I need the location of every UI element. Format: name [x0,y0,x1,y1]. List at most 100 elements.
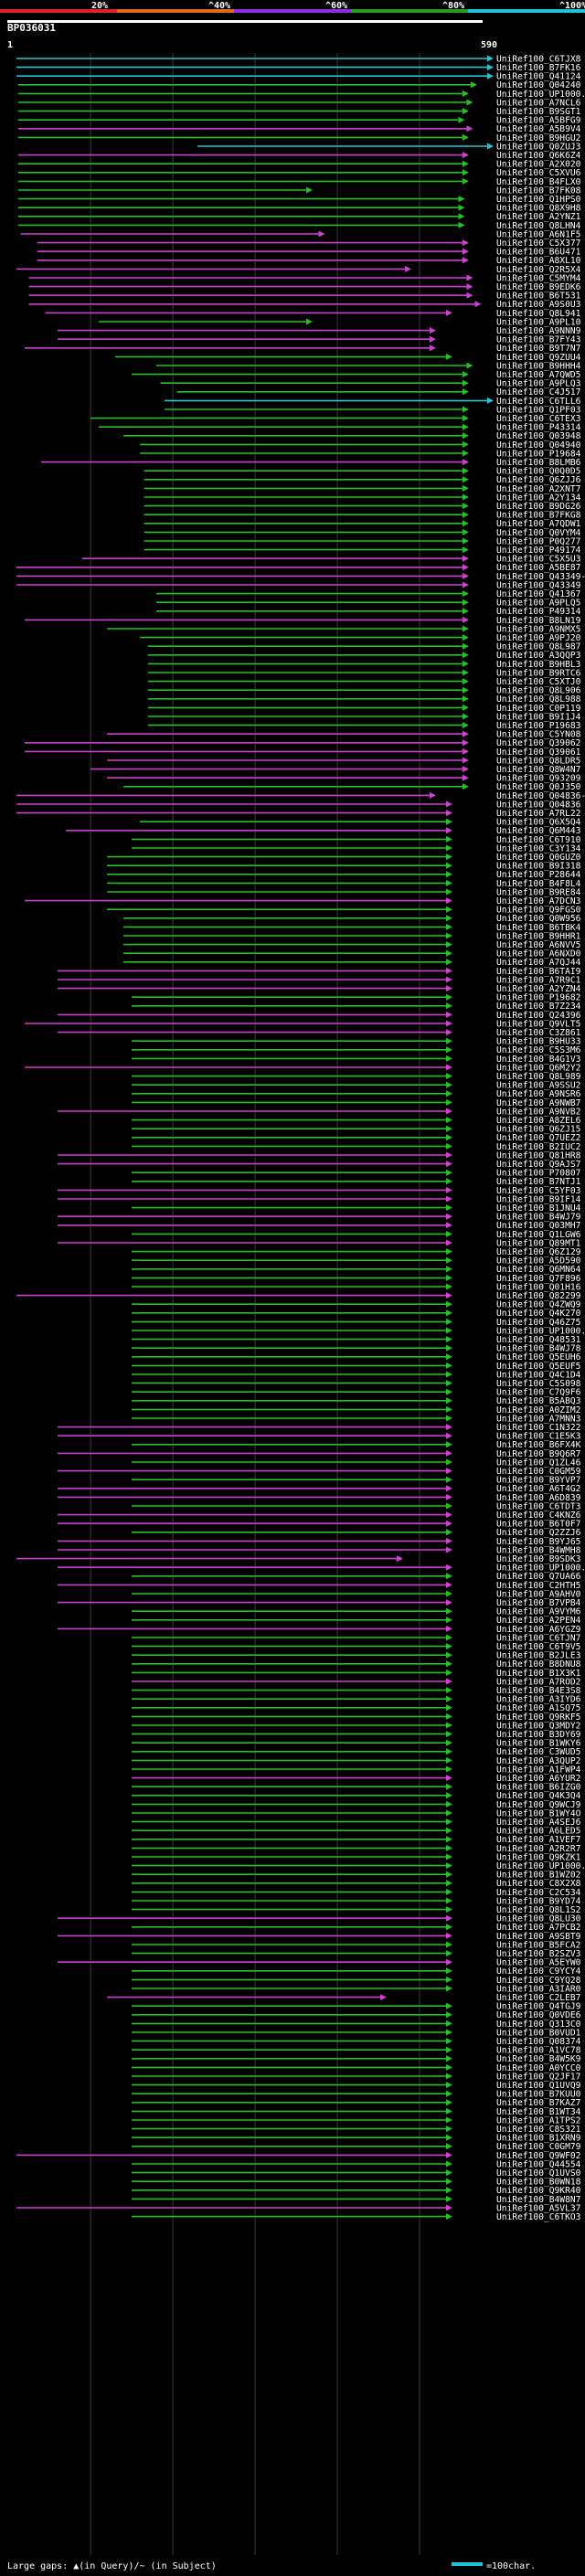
hit-label[interactable]: UniRef100_Q6ZJ15 [496,1125,580,1135]
hit-label[interactable]: UniRef100_Q6MN64 [496,1265,581,1275]
hit-label[interactable]: UniRef100_Q04240 [496,80,581,90]
hit-label[interactable]: UniRef100_Q1UVQ9 [496,2081,581,2091]
hit-label[interactable]: UniRef100_B5ABQ3 [496,1396,581,1406]
hit-label[interactable]: UniRef100_A2Y134 [496,493,581,503]
hit-label[interactable]: UniRef100_Q313C0 [496,2019,581,2030]
hit-label[interactable]: UniRef100_B1WT34 [496,2107,581,2117]
hit-label[interactable]: UniRef100_A9SBT9 [496,1932,581,1942]
hit-label[interactable]: UniRef100_A7QDW1 [496,519,581,529]
hit-label[interactable]: UniRef100_B1WKY6 [496,1739,581,1749]
hit-label[interactable]: UniRef100_C0GM59 [496,1467,581,1477]
hit-label[interactable]: UniRef100_Q2JF17 [496,2072,581,2082]
hit-label[interactable]: UniRef100_B1XRN9 [496,2134,581,2144]
hit-label[interactable]: UniRef100_C5MYM4 [496,273,581,283]
hit-label[interactable]: UniRef100_P19683 [496,721,581,731]
hit-label[interactable]: UniRef100_Q9KR40 [496,2186,581,2196]
hit-label[interactable]: UniRef100_A1FWP4 [496,1765,581,1775]
hit-label[interactable]: UniRef100_A6LED5 [496,1827,580,1837]
hit-label[interactable]: UniRef100_C5XTJ0 [496,677,581,687]
hit-label[interactable]: UniRef100_Q6Z129 [496,1247,581,1257]
hit-label[interactable]: UniRef100_A1VC78 [496,2046,581,2056]
hit-label[interactable]: UniRef100_UP1000... [496,1326,585,1336]
hit-label[interactable]: UniRef100_Q7UA66 [496,1572,581,1582]
hit-label[interactable]: UniRef100_B6FX4K [496,1440,581,1450]
hit-label[interactable]: UniRef100_A2PEN4 [496,1616,581,1626]
hit-label[interactable]: UniRef100_C6TDT3 [496,1501,581,1511]
hit-label[interactable]: UniRef100_B9RE84 [496,887,581,897]
hit-label[interactable]: UniRef100_B7FK08 [496,186,581,196]
hit-label[interactable]: UniRef100_B7KAZ7 [496,2098,581,2108]
hit-label[interactable]: UniRef100_Q82299 [496,1291,581,1301]
hit-label[interactable]: UniRef100_B4WJ78 [496,1344,581,1354]
hit-label[interactable]: UniRef100_Q4C1D4 [496,1370,581,1380]
hit-label[interactable]: UniRef100_A6YUR2 [496,1774,580,1784]
hit-label[interactable]: UniRef100_A9NWB7 [496,1098,581,1108]
hit-label[interactable]: UniRef100_Q0ZUJ3 [496,142,581,152]
hit-label[interactable]: UniRef100_B9HU33 [496,1037,581,1047]
hit-label[interactable]: UniRef100_B7FKG8 [496,511,581,521]
hit-label[interactable]: UniRef100_A8ZEL6 [496,1116,581,1126]
hit-label[interactable]: UniRef100_Q44554 [496,2159,581,2169]
hit-label[interactable]: UniRef100_C5X5U3 [496,555,581,565]
hit-label[interactable]: UniRef100_A6D839 [496,1493,581,1503]
hit-label[interactable]: UniRef100_Q8LHN4 [496,221,581,231]
hit-label[interactable]: UniRef100_C5YF03 [496,1186,581,1196]
hit-label[interactable]: UniRef100_UP1000... [496,1861,585,1871]
hit-label[interactable]: UniRef100_Q0VDE6 [496,2010,581,2020]
hit-label[interactable]: UniRef100_C0P119 [496,704,581,714]
hit-label[interactable]: UniRef100_Q03948 [496,431,581,441]
hit-label[interactable]: UniRef100_Q8L989 [496,1072,581,1082]
hit-label[interactable]: UniRef100_Q0GUZ0 [496,853,581,863]
hit-label[interactable]: UniRef100_Q9ZUU4 [496,353,581,363]
hit-label[interactable]: UniRef100_B6IZG0 [496,1783,581,1793]
hit-label[interactable]: UniRef100_A7ROD2 [496,1677,580,1687]
hit-label[interactable]: UniRef100_P19682 [496,993,580,1003]
hit-label[interactable]: UniRef100_A7QJ44 [496,958,581,968]
hit-label[interactable]: UniRef100_A9AHV0 [496,1589,581,1599]
hit-label[interactable]: UniRef100_A9NVB2 [496,1107,580,1117]
hit-label[interactable]: UniRef100_Q4K270 [496,1309,581,1319]
hit-label[interactable]: UniRef100_C5S3M6 [496,1045,581,1055]
hit-label[interactable]: UniRef100_A9S0U3 [496,300,581,310]
hit-label[interactable]: UniRef100_Q3MDY2 [496,1721,580,1731]
hit-label[interactable]: UniRef100_B0WN18 [496,2178,581,2188]
hit-label[interactable]: UniRef100_Q2R5X4 [496,265,581,275]
hit-label[interactable]: UniRef100_P19684 [496,449,581,459]
hit-label[interactable]: UniRef100_C7Q9F6 [496,1388,581,1398]
hit-label[interactable]: UniRef100_Q24396 [496,1011,581,1021]
hit-label[interactable]: UniRef100_B4WMH8 [496,1545,581,1555]
hit-label[interactable]: UniRef100_B1WZ02 [496,1871,580,1881]
hit-label[interactable]: UniRef100_A6YGZ9 [496,1625,581,1635]
hit-label[interactable]: UniRef100_Q03MH7 [496,1221,581,1231]
hit-label[interactable]: UniRef100_B4WJ79 [496,1213,581,1223]
hit-label[interactable]: UniRef100_Q1LGW6 [496,1230,581,1240]
hit-label[interactable]: UniRef100_A5B9V4 [496,124,581,134]
hit-label[interactable]: UniRef100_C1N322 [496,1423,580,1433]
hit-label[interactable]: UniRef100_B9HGU2 [496,133,580,143]
hit-label[interactable]: UniRef100_B1WY4O [496,1808,581,1818]
hit-label[interactable]: UniRef100_B4W5K9 [496,2054,581,2064]
hit-label[interactable]: UniRef100_P28644 [496,870,581,880]
hit-label[interactable]: UniRef100_Q39061 [496,747,581,758]
hit-label[interactable]: UniRef100_Q9VLT5 [496,1019,580,1029]
hit-label[interactable]: UniRef100_B9DG26 [496,502,581,512]
hit-label[interactable]: UniRef100_C6TEX3 [496,414,581,424]
hit-label[interactable]: UniRef100_C4J517 [496,387,581,398]
hit-label[interactable]: UniRef100_Q8L987 [496,642,581,652]
hit-label[interactable]: UniRef100_C2C534 [496,1888,581,1898]
hit-label[interactable]: UniRef100_A7RL22 [496,809,580,819]
hit-label[interactable]: UniRef100_A2R2R7 [496,1844,581,1854]
hit-label[interactable]: UniRef100_B7FK16 [496,63,581,73]
hit-label[interactable]: UniRef100_Q04836 [496,800,581,810]
hit-label[interactable]: UniRef100_A9VYM6 [496,1607,581,1617]
hit-label[interactable]: UniRef100_C9YQ28 [496,1976,581,1986]
hit-label[interactable]: UniRef100_P49174 [496,546,581,556]
hit-label[interactable]: UniRef100_A7R9C1 [496,975,581,985]
hit-label[interactable]: UniRef100_B1JNU4 [496,1203,581,1214]
hit-label[interactable]: UniRef100_Q04940 [496,440,581,451]
hit-label[interactable]: UniRef100_A2YZN4 [496,984,581,994]
hit-label[interactable]: UniRef100_Q4K3Q4 [496,1791,581,1801]
hit-label[interactable]: UniRef100_Q08374 [496,2037,581,2047]
hit-label[interactable]: UniRef100_B4G1V3 [496,1055,581,1065]
hit-label[interactable]: UniRef100_Q1HPS0 [496,195,581,205]
